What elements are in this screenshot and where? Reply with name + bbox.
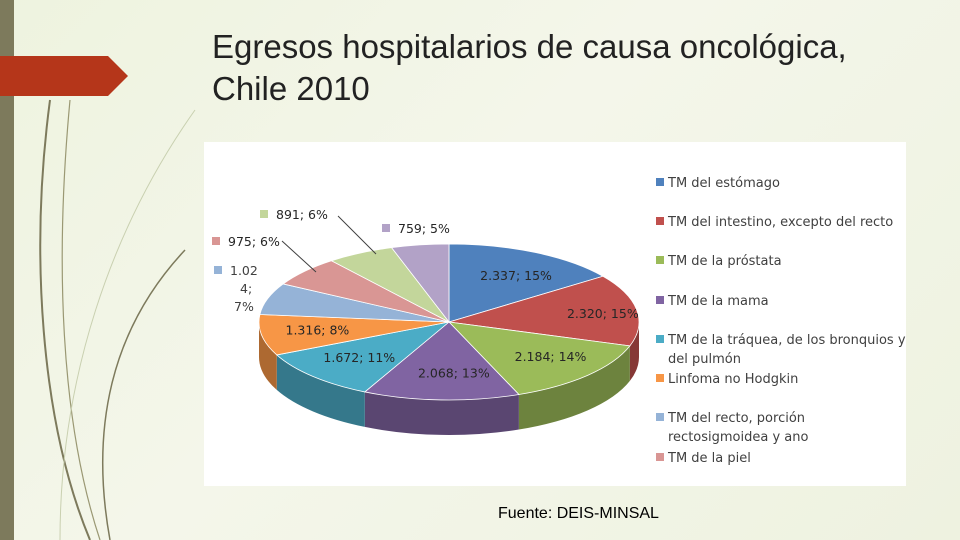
data-label-marker-6 (214, 266, 222, 274)
legend-label-6-line-1: rectosigmoidea y ano (668, 430, 809, 445)
data-label-2: 2.184; 14% (515, 349, 587, 364)
pie-slice-5 (258, 314, 450, 356)
data-label-4: 1.672; 11% (323, 350, 395, 365)
pie-slice-side-2 (518, 345, 630, 430)
legend-swatch-7 (656, 453, 664, 461)
legend-label-1: TM del intestino, excepto del recto (667, 215, 893, 230)
accent-bar (0, 56, 108, 96)
pie-slice-1 (448, 275, 640, 347)
pie-slice-9 (390, 243, 450, 324)
legend-swatch-6 (656, 413, 664, 421)
legend-swatch-5 (656, 374, 664, 382)
pie-slice-4 (275, 321, 450, 393)
data-label-8: 891; 6% (276, 207, 328, 222)
pie-slice-side-3 (364, 391, 519, 435)
data-label-6-line-1: 4; (240, 281, 252, 296)
decorative-curves (39, 99, 196, 540)
slide-title: Egresos hospitalarios de causa oncológic… (212, 28, 847, 107)
side-bar (0, 0, 14, 540)
legend-label-2: TM de la próstata (667, 254, 782, 269)
pie-slice-3 (363, 321, 520, 401)
pie-slice-side-4 (276, 354, 365, 427)
legend-label-4: TM de la tráquea, de los bronquios y (667, 333, 906, 348)
source-note: Fuente: DEIS-MINSAL (498, 505, 659, 522)
legend-label-6: TM del recto, porción (667, 411, 805, 426)
legend: TM del estómago TM del intestino, excepto… (656, 176, 906, 466)
data-label-7: 975; 6% (228, 234, 280, 249)
pie-slice-side-1 (629, 322, 639, 381)
data-label-5: 1.316; 8% (286, 323, 350, 338)
pie-chart: 2.337; 15% 2.320; 15% 2.184; 14% 2.068; 13%… (212, 176, 906, 466)
legend-swatch-2 (656, 256, 664, 264)
leader-line-7 (281, 240, 317, 273)
legend-label-3: TM de la mama (667, 294, 769, 309)
legend-label-5: Linfoma no Hodgkin (668, 372, 798, 387)
data-label-6-line-0: 1.02 (230, 263, 258, 278)
pie-sides (259, 322, 639, 435)
legend-swatch-3 (656, 296, 664, 304)
legend-swatch-4 (656, 335, 664, 343)
leader-line-8 (337, 215, 377, 255)
pie-slices (258, 243, 640, 401)
chart-panel: 2.337; 15% 2.320; 15% 2.184; 14% 2.068; 13%… (204, 142, 906, 486)
pie-slice-0 (448, 243, 604, 323)
legend-swatch-1 (656, 217, 664, 225)
data-labels: 2.337; 15% 2.320; 15% 2.184; 14% 2.068; 13%… (212, 207, 639, 380)
data-label-0: 2.337; 15% (480, 268, 552, 283)
data-label-9: 759; 5% (398, 221, 450, 236)
legend-label-4-line-1: del pulmón (668, 352, 741, 367)
legend-label-0: TM del estómago (667, 176, 780, 191)
data-label-1: 2.320; 15% (567, 306, 639, 321)
legend-label-7: TM de la piel (667, 451, 751, 466)
accent-arrow (108, 56, 128, 96)
data-label-marker-7 (212, 237, 220, 245)
pie-slice-2 (447, 321, 631, 395)
data-label-3: 2.068; 13% (418, 365, 490, 380)
data-label-marker-9 (382, 224, 390, 232)
data-label-marker-8 (260, 210, 268, 218)
data-label-6-line-2: 7% (234, 299, 254, 314)
legend-swatch-0 (656, 178, 664, 186)
